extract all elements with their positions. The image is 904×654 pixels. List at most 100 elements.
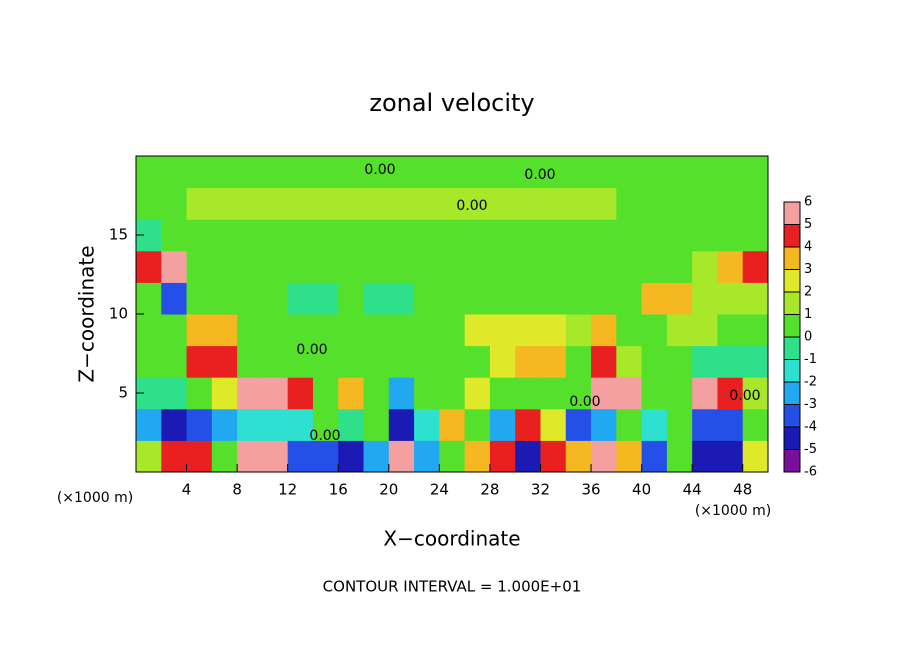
field-cell <box>237 250 263 283</box>
field-cell <box>540 156 567 189</box>
field-cell <box>540 377 567 410</box>
colorbar-band <box>784 269 800 292</box>
field-cell <box>540 345 567 378</box>
field-cell <box>388 250 415 283</box>
field-cell <box>692 314 718 347</box>
field-cell <box>237 408 263 441</box>
colorbar-band <box>784 427 800 450</box>
field-cell <box>363 314 390 347</box>
field-cell <box>363 219 390 252</box>
field-cell <box>136 282 162 315</box>
field-cell <box>464 156 491 189</box>
colorbar-band <box>784 382 800 405</box>
field <box>136 156 768 472</box>
field-cell <box>464 345 491 378</box>
colorbar-tick-label: -3 <box>804 397 817 412</box>
field-cell <box>489 314 516 347</box>
x-tick-label: 16 <box>329 481 348 499</box>
field-cell <box>312 219 339 252</box>
field-cell <box>742 250 768 283</box>
field-cell <box>287 408 314 441</box>
field-cell <box>338 440 365 472</box>
x-tick-label: 44 <box>683 481 702 499</box>
field-cell <box>464 377 491 410</box>
field-cell <box>414 408 440 441</box>
field-cell <box>591 187 617 220</box>
colorbar-tick-label: -4 <box>804 420 817 435</box>
field-cell <box>489 282 516 315</box>
field-cell <box>211 156 238 189</box>
field-cell <box>136 187 162 220</box>
field-cell <box>591 314 617 347</box>
field-cell <box>338 187 365 220</box>
field-cell <box>211 250 238 283</box>
field-cell <box>591 440 617 472</box>
colorbar-band <box>784 292 800 315</box>
field-cell <box>363 408 390 441</box>
x-unit: (×1000 m) <box>57 490 133 506</box>
field-cell <box>414 282 440 315</box>
field-cell <box>666 156 693 189</box>
field-cell <box>565 377 592 410</box>
x-tick-label: 36 <box>581 481 600 499</box>
field-cell <box>414 440 440 472</box>
field-cell <box>717 345 744 378</box>
x-tick-label: 48 <box>733 481 752 499</box>
field-cell <box>616 187 643 220</box>
field-cell <box>287 282 314 315</box>
field-cell <box>439 156 466 189</box>
colorbar-band <box>784 247 800 270</box>
field-cell <box>489 219 516 252</box>
field-cell <box>262 250 289 283</box>
field-cell <box>565 408 592 441</box>
field-cell <box>717 156 744 189</box>
field-cell <box>161 408 188 441</box>
field-cell <box>414 314 440 347</box>
contour-label: 0.00 <box>569 394 600 410</box>
field-cell <box>237 345 263 378</box>
field-cell <box>237 156 263 189</box>
field-cell <box>161 219 188 252</box>
field-cell <box>464 408 491 441</box>
field-cell <box>515 282 541 315</box>
field-cell <box>363 345 390 378</box>
y-tick-label: 15 <box>109 226 128 244</box>
field-cell <box>338 377 365 410</box>
colorbar-tick-label: -2 <box>804 375 817 390</box>
contour-label: 0.00 <box>524 167 555 183</box>
field-cell <box>616 314 643 347</box>
field-cell <box>287 156 314 189</box>
field-cell <box>439 187 466 220</box>
field-cell <box>692 345 718 378</box>
colorbar-band <box>784 224 800 247</box>
contour-label: 0.00 <box>309 428 340 444</box>
field-cell <box>388 345 415 378</box>
field-cell <box>161 187 188 220</box>
x-tick-label: 4 <box>182 481 192 499</box>
field-cell <box>464 250 491 283</box>
field-cell <box>388 440 415 472</box>
field-cell <box>414 156 440 189</box>
field-cell <box>161 440 188 472</box>
field-cell <box>616 377 643 410</box>
field-cell <box>414 345 440 378</box>
field-cell <box>565 156 592 189</box>
field-cell <box>692 377 718 410</box>
field-cell <box>262 187 289 220</box>
field-cell <box>489 440 516 472</box>
y-tick-label: 10 <box>109 305 128 323</box>
field-cell <box>641 187 668 220</box>
field-cell <box>540 314 567 347</box>
field-cell <box>515 345 541 378</box>
field-cell <box>742 219 768 252</box>
x-tick-label: 24 <box>430 481 449 499</box>
field-cell <box>666 314 693 347</box>
field-cell <box>591 219 617 252</box>
field-cell <box>388 187 415 220</box>
field-cell <box>540 187 567 220</box>
field-cell <box>287 187 314 220</box>
field-cell <box>515 250 541 283</box>
field-cell <box>136 408 162 441</box>
field-cell <box>439 440 466 472</box>
field-cell <box>565 440 592 472</box>
